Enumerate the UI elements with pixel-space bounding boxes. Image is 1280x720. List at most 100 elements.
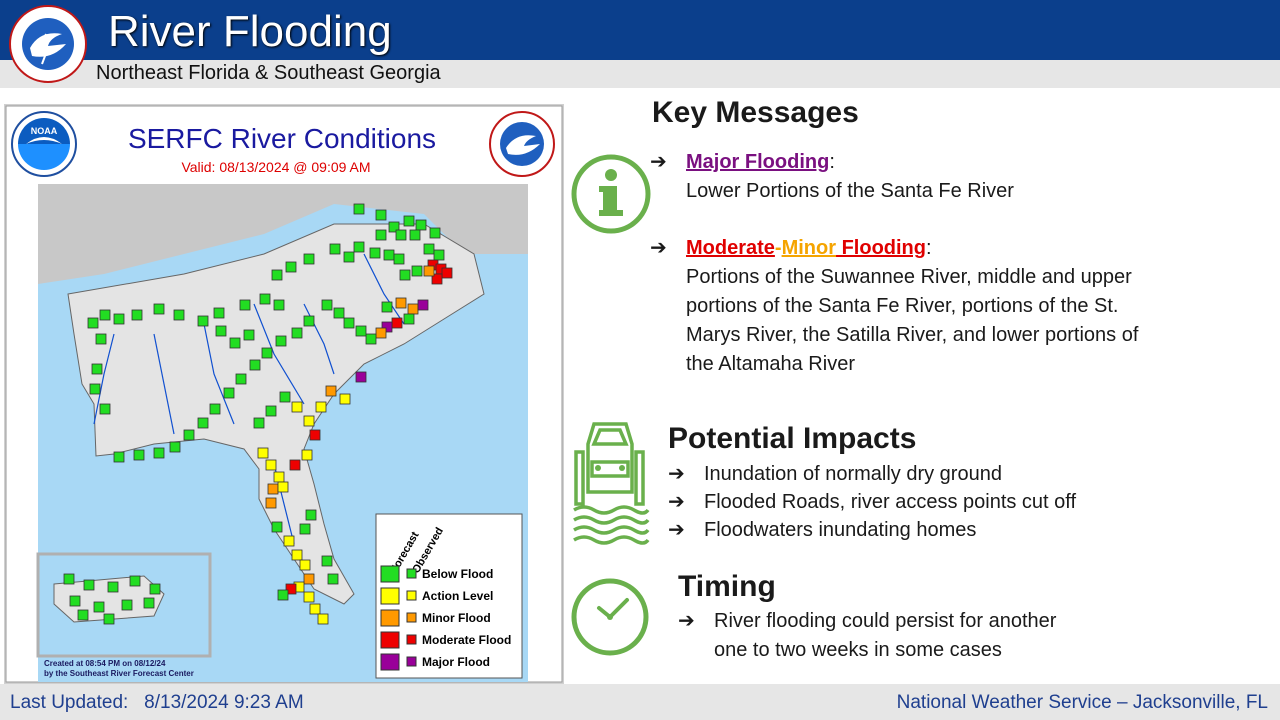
gauge-marker <box>143 597 155 609</box>
gauge-marker <box>99 403 111 415</box>
gauge-marker <box>343 317 355 329</box>
gauge-marker <box>301 449 313 461</box>
gauge-marker <box>291 401 303 413</box>
gauge-marker <box>393 253 405 265</box>
gauge-marker <box>395 229 407 241</box>
gauge-marker <box>303 315 315 327</box>
gauge-marker <box>267 483 279 495</box>
gauge-marker <box>285 583 297 595</box>
moderate-minor-line-1: Portions of the Suwannee River, middle a… <box>686 266 1132 288</box>
gauge-marker <box>381 301 393 313</box>
moderate-minor-dash: - <box>774 237 782 259</box>
gauge-marker <box>273 299 285 311</box>
gauge-marker <box>275 335 287 347</box>
gauge-marker <box>249 359 261 371</box>
legend-observed-swatch <box>406 656 417 667</box>
impact-text-1: Inundation of normally dry ground <box>704 463 1002 485</box>
map-created-line1: Created at 08:54 PM on 08/12/24 <box>44 659 166 668</box>
gauge-marker <box>333 307 345 319</box>
gauge-marker <box>169 441 181 453</box>
flooding-label: Flooding <box>836 237 926 259</box>
gauge-marker <box>321 299 333 311</box>
office-name: National Weather Service – Jacksonville,… <box>896 692 1268 713</box>
gauge-marker <box>149 583 161 595</box>
footer-bar <box>0 684 1280 720</box>
gauge-marker <box>99 309 111 321</box>
impact-text-3: Floodwaters inundating homes <box>704 519 977 541</box>
flooded-car-icon <box>573 422 650 545</box>
gauge-marker <box>271 269 283 281</box>
gauge-marker <box>197 315 209 327</box>
gauge-marker <box>353 241 365 253</box>
moderate-minor-line-2: portions of the Santa Fe River, portions… <box>686 295 1119 317</box>
gauge-marker <box>365 333 377 345</box>
gauge-marker <box>213 307 225 319</box>
arrow-icon: ➔ <box>650 237 667 259</box>
subheader-bar <box>0 60 1280 88</box>
gauge-marker <box>327 573 339 585</box>
moderate-minor-line-3: Marys River, the Satilla River, and lowe… <box>686 324 1139 346</box>
gauge-marker <box>343 251 355 263</box>
gauge-marker <box>93 601 105 613</box>
gauge-marker <box>173 309 185 321</box>
gauge-marker <box>403 313 415 325</box>
gauge-marker <box>317 613 329 625</box>
gauge-marker <box>89 383 101 395</box>
map-banner <box>10 108 556 184</box>
nws-logo <box>9 5 87 83</box>
legend-forecast-swatch <box>380 587 400 605</box>
gauge-marker <box>197 417 209 429</box>
legend-label: Action Level <box>422 589 493 603</box>
gauge-marker <box>63 573 75 585</box>
page-subtitle: Northeast Florida & Southeast Georgia <box>96 62 441 84</box>
gauge-marker <box>407 303 419 315</box>
gauge-marker <box>291 549 303 561</box>
gauge-marker <box>383 249 395 261</box>
gauge-marker <box>95 333 107 345</box>
gauge-marker <box>131 309 143 321</box>
gauge-marker <box>257 447 269 459</box>
gauge-marker <box>423 243 435 255</box>
gauge-marker <box>289 459 301 471</box>
noaa-logo-text: NOAA <box>31 126 58 136</box>
gauge-marker <box>299 523 311 535</box>
gauge-marker <box>273 471 285 483</box>
impacts-heading: Potential Impacts <box>668 422 917 455</box>
serfc-map: NOAA SERFC River Conditions Valid: 08/13… <box>4 104 564 684</box>
gauge-marker <box>277 589 289 601</box>
major-flooding-label: Major Flooding <box>686 151 830 173</box>
legend-forecast-swatch <box>380 653 400 671</box>
gauge-marker <box>309 429 321 441</box>
gauge-marker <box>299 559 311 571</box>
gauge-marker <box>325 385 337 397</box>
gauge-markers <box>63 203 453 625</box>
gauge-marker <box>103 613 115 625</box>
map-created-line2: by the Southeast River Forecast Center <box>44 669 194 678</box>
gauge-marker <box>388 221 400 233</box>
last-updated: Last Updated: 8/13/2024 9:23 AM <box>10 692 304 714</box>
gauge-marker <box>253 417 265 429</box>
gauge-marker <box>113 313 125 325</box>
gauge-marker <box>391 317 403 329</box>
gauge-marker <box>353 203 365 215</box>
gauge-marker <box>423 265 435 277</box>
gauge-marker <box>399 269 411 281</box>
legend-observed-swatch <box>406 568 417 579</box>
map-valid-date: Valid: 08/13/2024 @ 09:09 AM <box>181 159 370 175</box>
gauge-marker <box>271 521 283 533</box>
gauge-marker <box>229 337 241 349</box>
moderate-label: Moderate <box>686 237 775 259</box>
gauge-marker <box>417 299 429 311</box>
gauge-marker <box>107 581 119 593</box>
gauge-marker <box>381 321 393 333</box>
legend-observed-swatch <box>406 590 417 601</box>
gauge-marker <box>429 227 441 239</box>
last-updated-label: Last Updated: <box>10 692 129 713</box>
gauge-marker <box>91 363 103 375</box>
major-colon: : <box>829 151 835 173</box>
info-circle-icon <box>571 154 651 234</box>
gauge-marker <box>113 451 125 463</box>
gauge-marker <box>279 391 291 403</box>
gauge-marker <box>243 329 255 341</box>
gauge-marker <box>303 573 315 585</box>
